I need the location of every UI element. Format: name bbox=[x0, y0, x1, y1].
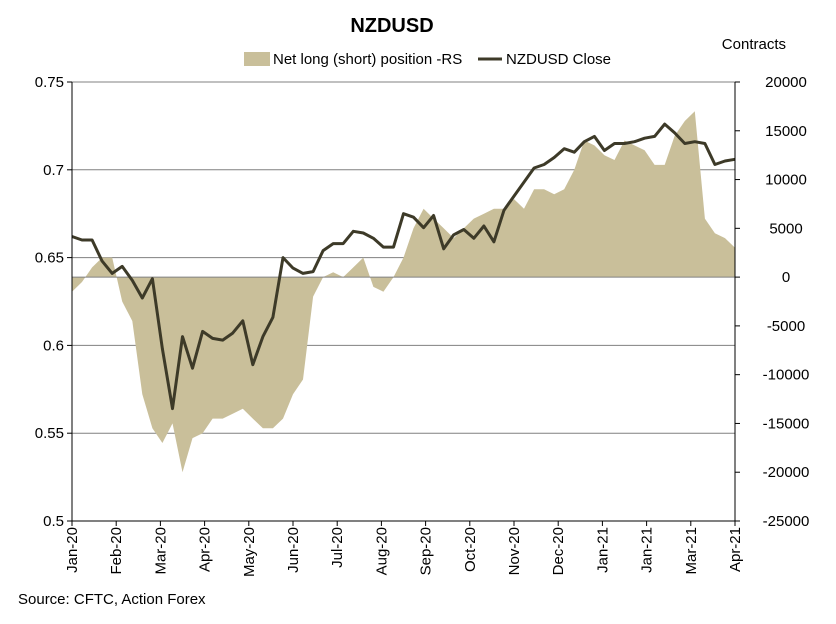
right-tick-label-9: -25000 bbox=[763, 513, 810, 530]
x-tick-label-2: Mar-20 bbox=[152, 527, 169, 575]
legend-line-label: NZDUSD Close bbox=[506, 51, 611, 68]
source-note: Source: CFTC, Action Forex bbox=[18, 591, 206, 608]
axes bbox=[71, 82, 736, 522]
x-tick-label-8: Sep-20 bbox=[418, 527, 435, 575]
left-tick-label-5: 0.5 bbox=[43, 513, 64, 530]
line-series bbox=[71, 122, 736, 411]
x-tick-label-7: Aug-20 bbox=[373, 527, 390, 575]
right-tick-label-1: 15000 bbox=[765, 123, 807, 140]
right-axis-label: Contracts bbox=[722, 36, 786, 53]
x-tick-label-1: Feb-20 bbox=[108, 527, 125, 575]
left-axis-ticks: 0.75 0.7 0.65 0.6 0.55 0.5 bbox=[35, 74, 72, 530]
left-tick-label-2: 0.65 bbox=[35, 250, 64, 267]
right-tick-label-6: -10000 bbox=[763, 367, 810, 384]
x-tick-label-12: Jan-21 bbox=[594, 527, 611, 573]
x-tick-label-5: Jun-20 bbox=[285, 527, 302, 573]
right-tick-label-8: -20000 bbox=[763, 464, 810, 481]
left-tick-label-0: 0.75 bbox=[35, 74, 64, 91]
x-tick-label-0: Jan-20 bbox=[64, 527, 81, 573]
x-tick-label-14: Mar-21 bbox=[683, 527, 700, 575]
right-tick-label-3: 5000 bbox=[769, 220, 802, 237]
x-axis-ticks: Jan-20 Feb-20 Mar-20 Apr-20 May-20 Jun-20 Jul-… bbox=[64, 521, 744, 577]
left-tick-label-4: 0.55 bbox=[35, 425, 64, 442]
right-tick-label-5: -5000 bbox=[767, 318, 805, 335]
x-tick-label-3: Apr-20 bbox=[197, 527, 214, 572]
legend: Net long (short) position -RS NZDUSD Clo… bbox=[244, 51, 611, 68]
x-tick-label-13: Jan-21 bbox=[639, 527, 656, 573]
legend-area-swatch bbox=[244, 52, 270, 66]
right-tick-label-4: 0 bbox=[782, 269, 790, 286]
area-series bbox=[72, 111, 735, 473]
legend-area-label: Net long (short) position -RS bbox=[273, 51, 462, 68]
nzdusd-close-line bbox=[71, 122, 736, 411]
x-tick-label-6: Jul-20 bbox=[329, 527, 346, 568]
x-tick-label-11: Dec-20 bbox=[550, 527, 567, 575]
right-tick-label-0: 20000 bbox=[765, 74, 807, 91]
left-tick-label-3: 0.6 bbox=[43, 337, 64, 354]
right-tick-label-2: 10000 bbox=[765, 172, 807, 189]
chart-title: NZDUSD bbox=[350, 15, 433, 37]
x-tick-label-9: Oct-20 bbox=[462, 527, 479, 572]
right-tick-label-7: -15000 bbox=[763, 415, 810, 432]
net-position-area bbox=[72, 111, 735, 473]
x-tick-label-15: Apr-21 bbox=[727, 527, 744, 572]
right-axis-ticks: 20000 15000 10000 5000 0 -5000 -10000 -15000 -20… bbox=[735, 74, 809, 530]
left-tick-label-1: 0.7 bbox=[43, 162, 64, 179]
x-tick-label-4: May-20 bbox=[241, 527, 258, 577]
x-tick-label-10: Nov-20 bbox=[506, 527, 523, 575]
